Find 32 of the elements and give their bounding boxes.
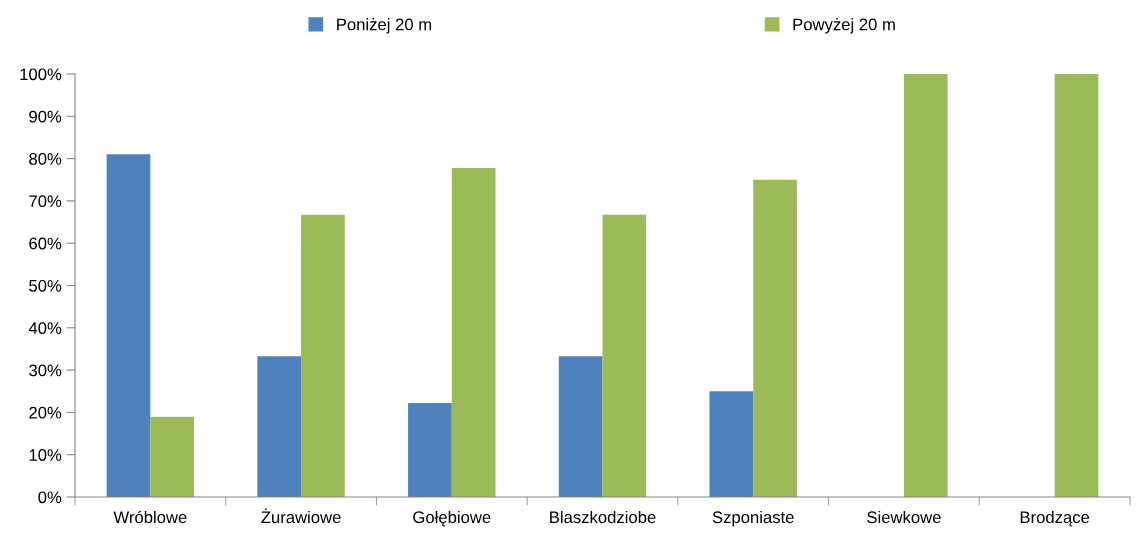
bar [602,214,647,497]
bar [903,74,948,497]
bar [257,356,302,497]
bar [451,167,496,497]
x-tick-label: Gołębiowe [413,510,491,527]
y-tick-label: 20% [29,406,62,419]
bar [558,356,603,497]
bar [408,403,452,497]
y-tick-label: 70% [29,195,62,208]
bar [753,179,797,497]
x-tick-label: Brodzące [1020,510,1090,527]
y-tick-label: 90% [29,110,62,123]
legend-label: Powyżej 20 m [793,18,895,34]
bar [106,154,151,497]
y-tick-label: 0% [38,491,62,504]
legend-label: Poniżej 20 m [337,18,432,34]
bar [150,416,195,497]
bar [709,391,754,497]
y-tick-label: 30% [29,364,62,377]
x-tick-label: Blaszkodziobe [550,510,656,524]
y-tick-label: 60% [29,237,62,250]
x-tick-label: Wróblowe [113,510,187,524]
y-tick-label: 80% [29,153,62,165]
y-tick-label: 100% [20,68,62,81]
bar [301,214,345,497]
bar [1054,74,1099,497]
y-tick-label: 40% [28,322,62,334]
y-tick-label: 50% [29,279,62,292]
x-tick-label: Żurawiowe [261,508,341,524]
x-tick-label: Siewkowe [867,510,941,524]
y-tick-label: 10% [29,449,62,461]
x-tick-label: Szponiaste [712,510,794,527]
